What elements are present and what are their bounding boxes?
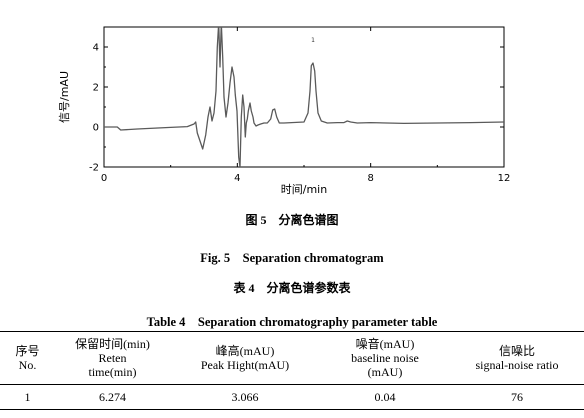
column-header-no: 序号 No. bbox=[0, 332, 55, 385]
column-header-en: time(min) bbox=[88, 365, 137, 379]
y-tick-label: 2 bbox=[93, 83, 99, 94]
x-tick-label: 12 bbox=[498, 173, 511, 184]
figure-caption-en: Fig. 5 Separation chromatogram bbox=[200, 251, 384, 265]
column-header-cn: 噪音(mAU) bbox=[355, 337, 415, 351]
x-tick-label: 4 bbox=[234, 173, 240, 184]
table-cell-retention-time: 6.274 bbox=[99, 389, 126, 404]
parameter-table: 序号 No. 保留时间(min) Reten time(min) 峰高(mAU)… bbox=[0, 331, 584, 410]
column-header-en: Reten bbox=[98, 351, 127, 365]
peak-marker-label: 1 bbox=[311, 37, 315, 44]
table-cell-peak-height: 3.066 bbox=[231, 389, 259, 404]
figure-caption-cn: 图 5 分离色谱图 bbox=[245, 213, 339, 227]
column-header-baseline-noise: 噪音(mAU) baseline noise (mAU) bbox=[320, 332, 450, 385]
y-tick-label: -2 bbox=[89, 163, 99, 174]
column-header-en: Peak Hight(mAU) bbox=[200, 358, 290, 372]
table-cell-baseline-noise: 0.04 bbox=[374, 389, 396, 404]
table-header-row: 序号 No. 保留时间(min) Reten time(min) 峰高(mAU)… bbox=[0, 331, 584, 385]
column-header-cn: 序号 bbox=[15, 344, 40, 358]
y-tick-label: 0 bbox=[93, 123, 99, 134]
column-header-cn: 峰高(mAU) bbox=[215, 344, 275, 358]
table-caption-cn: 表 4 分离色谱参数表 bbox=[233, 281, 351, 295]
table-caption-en: Table 4 Separation chromatography parame… bbox=[146, 315, 438, 329]
column-header-en: signal-noise ratio bbox=[475, 358, 559, 372]
column-header-retention-time: 保留时间(min) Reten time(min) bbox=[55, 332, 170, 385]
table-row: 1 6.274 3.066 0.04 76 bbox=[0, 385, 584, 410]
x-axis-label: 时间/min bbox=[281, 183, 327, 196]
table-cell-signal-noise-ratio: 76 bbox=[511, 389, 523, 404]
column-header-cn: 保留时间(min) bbox=[75, 337, 150, 351]
chart-trace bbox=[104, 27, 504, 167]
table-cell-no: 1 bbox=[24, 389, 31, 404]
x-tick-label: 0 bbox=[101, 173, 107, 184]
plot-frame bbox=[103, 26, 505, 168]
series-line bbox=[104, 27, 504, 167]
column-header-peak-height: 峰高(mAU) Peak Hight(mAU) bbox=[170, 332, 320, 385]
column-header-en: No. bbox=[18, 358, 37, 372]
y-axis-label: 信号/mAU bbox=[58, 71, 71, 123]
column-header-cn: 信噪比 bbox=[498, 344, 535, 358]
column-header-signal-noise-ratio: 信噪比 signal-noise ratio bbox=[450, 332, 584, 385]
column-header-en: baseline noise bbox=[351, 351, 419, 365]
y-tick-label: 4 bbox=[93, 43, 99, 54]
column-header-en: (mAU) bbox=[367, 365, 403, 379]
chart-axes bbox=[103, 26, 505, 168]
x-tick-label: 8 bbox=[367, 173, 373, 184]
